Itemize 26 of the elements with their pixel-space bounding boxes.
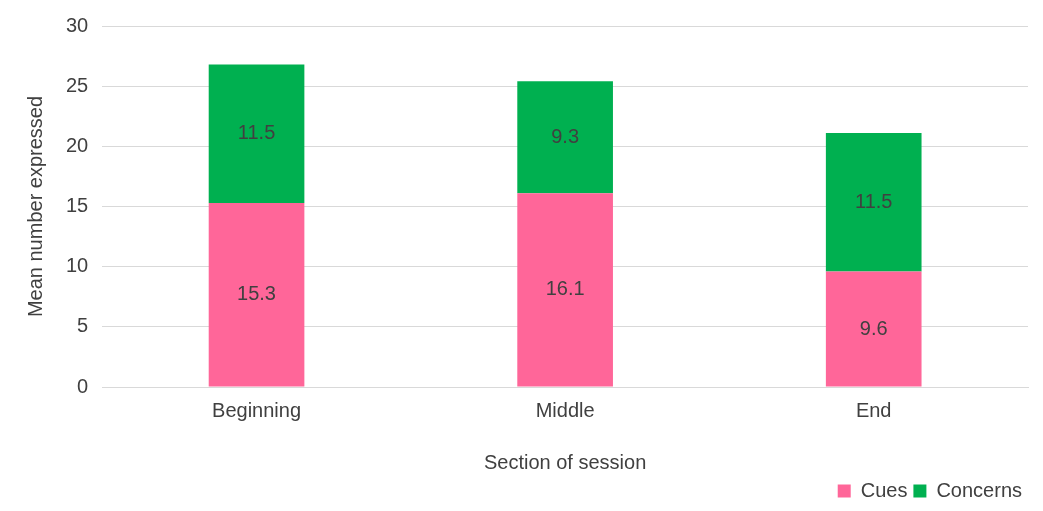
data-label: 9.3 [551,124,580,147]
bar [208,64,305,203]
x-axis-title: Section of session [483,450,647,473]
y-tick-label: 15 [66,194,89,217]
y-tick-label: 20 [66,133,89,156]
y-tick-label: 5 [77,314,89,337]
bar [825,271,922,387]
data-label: 16.1 [545,277,585,300]
bar [517,193,613,387]
data-label: 11.5 [237,121,276,144]
data-label: 15.3 [237,282,277,305]
y-tick-label: 0 [77,374,89,397]
x-tick-label: Beginning [212,398,302,421]
bar [825,133,922,272]
bar [208,202,305,387]
bar [517,81,613,194]
x-tick-label: Middle [535,398,595,421]
y-tick-label: 10 [66,254,89,277]
y-tick-label: 25 [66,73,89,96]
data-label: 9.6 [859,316,888,339]
y-tick-label: 30 [66,13,89,36]
y-axis-title: Mean number expressed [23,95,46,318]
data-label: 11.5 [854,189,893,212]
legend-label: Cues [860,478,908,501]
x-tick-label: End [855,398,892,421]
legend-label: Concerns [936,478,1023,501]
